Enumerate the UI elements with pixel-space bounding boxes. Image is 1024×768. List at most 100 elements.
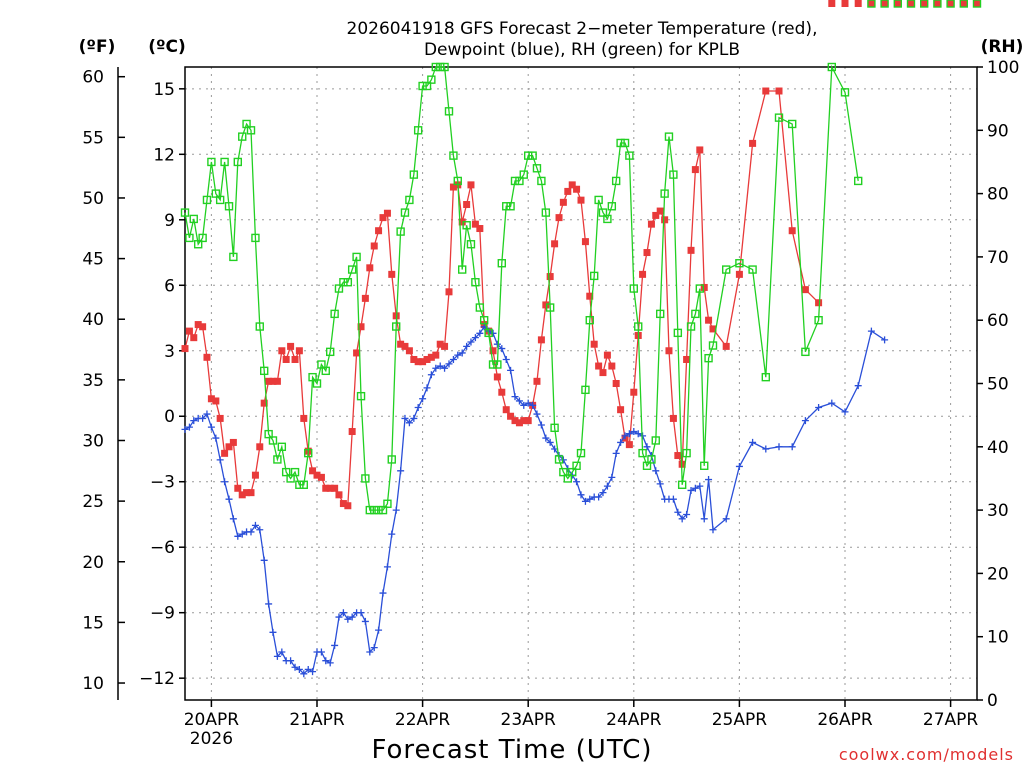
dewpoint-point — [405, 419, 413, 427]
dewpoint-point — [612, 449, 620, 457]
dewpoint-point — [432, 364, 440, 372]
dewpoint-point — [691, 484, 699, 492]
dewpoint-point — [841, 408, 849, 416]
temperature-point — [828, 0, 836, 7]
dewpoint-point — [273, 652, 281, 660]
temperature-point — [383, 209, 391, 217]
dewpoint-point — [216, 456, 224, 464]
dewpoint-point — [199, 414, 207, 422]
temperature-point — [317, 473, 325, 481]
dewpoint-point — [678, 515, 686, 523]
rh-point — [722, 265, 731, 274]
temperature-point — [493, 373, 501, 381]
temperature-point — [722, 342, 730, 350]
rh-point — [519, 170, 528, 179]
rh-point — [528, 151, 537, 160]
temperature-point — [511, 417, 519, 425]
rh-point — [185, 233, 194, 243]
temperature-point — [339, 500, 347, 508]
dewpoint-point — [586, 495, 594, 503]
temperature-point — [507, 412, 515, 420]
dewpoint-point — [735, 462, 743, 470]
fahrenheit-tick-label: 45 — [82, 250, 104, 270]
rh-point — [735, 259, 744, 268]
rh-point — [673, 328, 683, 338]
rh-unit-label: (RH) — [981, 37, 1024, 57]
rh-point — [413, 126, 423, 135]
x-tick-label: 22APR — [395, 710, 451, 730]
rh-point — [933, 0, 942, 8]
dewpoint-point — [181, 425, 189, 433]
temperature-point — [612, 380, 620, 387]
rh-tick-label: 50 — [987, 375, 1009, 395]
temperature-point — [401, 342, 409, 350]
rh-point — [488, 360, 498, 369]
rh-point — [466, 240, 476, 249]
temperature-point — [348, 428, 356, 436]
rh-point — [568, 467, 577, 477]
dewpoint-point — [669, 495, 677, 503]
rh-point — [677, 480, 687, 489]
dewpoint-point — [559, 456, 567, 464]
credit-link[interactable]: coolwx.com/models — [839, 745, 1014, 764]
temperature-point — [947, 0, 955, 7]
temperature-point — [194, 321, 202, 329]
temperature-point — [489, 347, 497, 355]
rh-point — [559, 467, 568, 477]
rh-point — [251, 233, 260, 243]
temperature-point — [278, 347, 286, 355]
temperature-point — [247, 489, 255, 497]
dewpoint-point — [423, 384, 431, 392]
temperature-point — [432, 351, 440, 359]
dewpoint-point — [221, 478, 229, 486]
temperature-point — [229, 438, 237, 446]
dewpoint-point — [828, 399, 836, 407]
temperature-point — [366, 264, 374, 272]
rh-point — [387, 455, 396, 464]
rh-point — [651, 436, 660, 445]
temperature-point — [749, 139, 757, 147]
temperature-point — [867, 0, 875, 7]
rh-point — [669, 170, 678, 179]
dewpoint-point — [419, 395, 427, 403]
x-tick-label: 24APR — [606, 710, 662, 730]
dewpoint-point — [709, 526, 717, 534]
temperature-point — [423, 355, 431, 363]
dewpoint-point — [410, 414, 418, 422]
dewpoint-point — [185, 423, 193, 431]
temperature-point — [643, 249, 651, 257]
dewpoint-point — [445, 360, 453, 368]
temperature-point — [533, 377, 541, 385]
dewpoint-point — [375, 626, 383, 634]
rh-point — [532, 164, 542, 173]
dewpoint-point — [515, 397, 523, 405]
dewpoint-point — [287, 657, 295, 665]
temperature-point — [265, 377, 273, 385]
temperature-point — [291, 355, 299, 363]
rh-point — [576, 448, 586, 458]
series-layer — [181, 0, 982, 678]
rh-point — [299, 480, 308, 489]
temperature-point — [313, 471, 321, 479]
dewpoint-point — [383, 563, 391, 571]
rh-point — [880, 0, 889, 8]
rh-point — [700, 461, 709, 470]
dewpoint-point — [370, 644, 378, 652]
fahrenheit-tick-label: 25 — [82, 492, 104, 512]
temperature-point — [546, 273, 554, 281]
rh-point — [202, 195, 212, 205]
rh-point — [656, 309, 665, 319]
temperature-point — [933, 0, 941, 7]
rh-point — [233, 157, 243, 167]
rh-point — [515, 176, 524, 186]
rh-point — [620, 138, 630, 148]
temperature-point — [273, 377, 281, 385]
dewpoint-point — [203, 410, 211, 418]
temperature-point — [357, 323, 365, 331]
rh-point — [686, 322, 696, 331]
rh-point — [422, 81, 432, 91]
temperature-point — [287, 342, 295, 350]
rh-tick-label: 40 — [987, 438, 1009, 458]
